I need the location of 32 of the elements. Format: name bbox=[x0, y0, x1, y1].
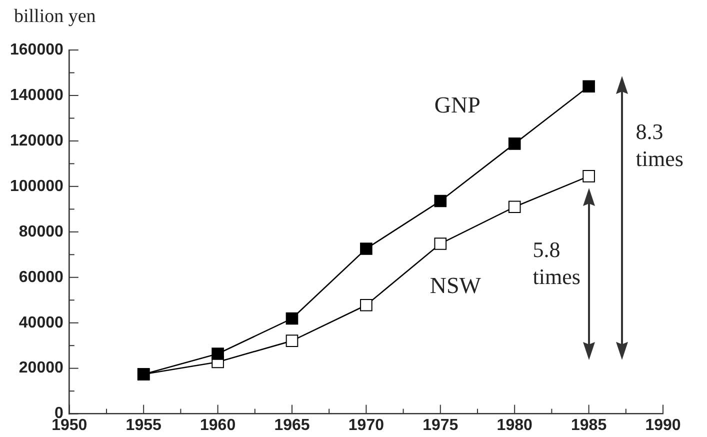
y-tick-label: 20000 bbox=[18, 360, 64, 377]
series-label: NSW bbox=[430, 273, 482, 298]
x-tick-label: 1965 bbox=[274, 416, 310, 434]
x-tick-label: 1980 bbox=[496, 416, 532, 434]
point bbox=[582, 80, 595, 93]
y-tick-label: 140000 bbox=[10, 86, 64, 104]
x-tick-label: 1975 bbox=[422, 416, 458, 434]
annotation: 8.3 times bbox=[636, 118, 684, 172]
y-tick-label: 60000 bbox=[18, 268, 64, 286]
point bbox=[360, 298, 372, 312]
x-tick-label: 1955 bbox=[126, 416, 162, 434]
y-tick-label: 160000 bbox=[10, 41, 64, 58]
x-tick-label: 1970 bbox=[348, 416, 384, 434]
point bbox=[434, 194, 447, 208]
point bbox=[508, 138, 521, 150]
y-tick-label: 120000 bbox=[10, 132, 64, 150]
y-tick-label: 80000 bbox=[18, 223, 64, 240]
point bbox=[582, 170, 595, 182]
y-axis-title: billion yen bbox=[14, 6, 96, 28]
point bbox=[434, 238, 447, 250]
x-tick-label: 1960 bbox=[200, 416, 236, 434]
point bbox=[286, 312, 298, 325]
x-tick-label: 1990 bbox=[645, 416, 681, 434]
series-label: GNP bbox=[434, 92, 480, 118]
point bbox=[360, 242, 372, 255]
x-tick-label: 1985 bbox=[571, 416, 607, 434]
y-tick-label: 40000 bbox=[18, 314, 64, 332]
point bbox=[286, 334, 298, 347]
point bbox=[508, 200, 521, 214]
y-tick-label: 100000 bbox=[10, 178, 64, 195]
annotation: 5.8 times bbox=[532, 236, 582, 290]
point bbox=[212, 348, 224, 360]
